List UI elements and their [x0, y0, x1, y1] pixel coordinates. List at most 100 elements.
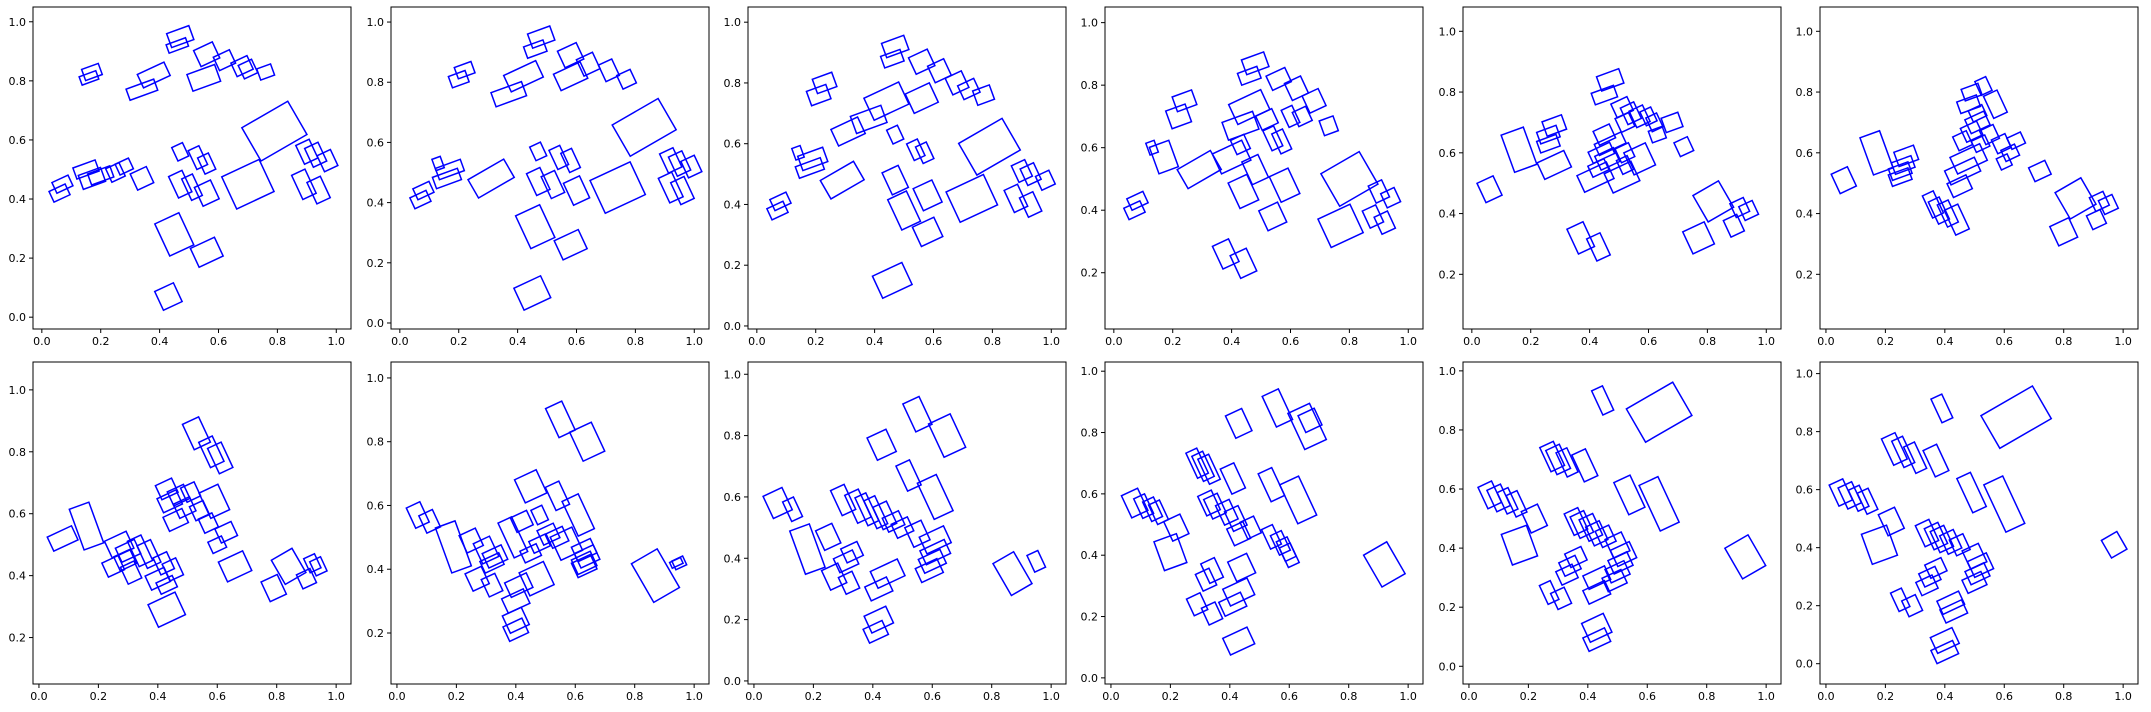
data-rect [481, 543, 509, 570]
data-rect [1496, 486, 1519, 516]
data-rect [1257, 466, 1286, 503]
data-rect [417, 508, 442, 535]
data-rect [957, 117, 1022, 177]
x-tick-label: 0.2 [805, 690, 823, 703]
x-tick-label: 0.2 [450, 335, 468, 348]
data-rect [1722, 213, 1746, 239]
data-rect [1162, 513, 1190, 543]
data-rect [270, 547, 307, 586]
x-tick-label: 0.8 [268, 690, 286, 703]
x-tick-label: 1.0 [1042, 690, 1060, 703]
data-rect [914, 141, 935, 165]
data-rect [611, 97, 678, 158]
data-rect [1261, 387, 1294, 428]
x-tick-label: 0.0 [1460, 690, 1478, 703]
data-rect [1132, 492, 1155, 520]
data-rect [547, 144, 570, 171]
rect-group [1120, 387, 1407, 657]
data-rect [794, 156, 826, 180]
data-rect [509, 509, 535, 534]
data-rect [1240, 153, 1270, 186]
data-rect [971, 83, 996, 107]
axes-frame [390, 6, 710, 330]
x-tick-label: 0.6 [1282, 335, 1300, 348]
y-tick-label: 0.2 [1439, 268, 1457, 281]
y-tick-label: 0.8 [1081, 427, 1099, 440]
data-rect [2005, 131, 2027, 151]
data-rect [911, 216, 944, 248]
data-rect [447, 69, 471, 89]
data-rect [894, 458, 923, 493]
data-rect [1890, 435, 1916, 469]
data-rect [879, 48, 906, 69]
data-rect [1927, 196, 1951, 226]
data-rect [1229, 133, 1252, 156]
x-tick-label: 0.6 [568, 335, 586, 348]
y-tick-label: 0.6 [1081, 488, 1099, 501]
data-rect [1211, 237, 1241, 271]
data-rect [1120, 487, 1149, 519]
data-rect [552, 60, 589, 92]
data-rect [431, 167, 463, 190]
data-rect [197, 511, 220, 535]
x-tick-label: 0.6 [924, 690, 942, 703]
data-rect [956, 77, 982, 101]
x-tick-label: 0.6 [209, 690, 227, 703]
data-rect [114, 157, 135, 176]
data-rect [1297, 407, 1323, 434]
axes-frame [32, 6, 352, 330]
data-rect [1239, 515, 1263, 541]
data-rect [1592, 122, 1617, 147]
x-tick-label: 1.0 [2114, 335, 2132, 348]
data-rect [1581, 579, 1612, 606]
axes-frame [1462, 6, 1782, 330]
data-rect [502, 59, 545, 93]
data-rect [466, 158, 516, 200]
x-tick-label: 0.6 [1639, 690, 1657, 703]
data-rect [1594, 524, 1618, 549]
x-tick-label: 0.4 [509, 335, 527, 348]
y-tick-label: 0.4 [367, 563, 385, 576]
data-rect [1585, 231, 1612, 263]
data-rect [1628, 103, 1652, 129]
data-rect [464, 565, 491, 593]
data-rect [991, 550, 1034, 597]
data-rect [819, 160, 866, 200]
data-rect [615, 68, 638, 91]
data-rect [871, 261, 914, 300]
data-rect [1200, 600, 1224, 626]
data-rect [1196, 453, 1222, 486]
data-rect [408, 189, 432, 210]
data-rect [1565, 220, 1596, 255]
rect-group [765, 34, 1057, 300]
y-tick-label: 1.0 [367, 372, 385, 385]
x-tick-label: 1.0 [686, 335, 704, 348]
data-rect [1003, 183, 1029, 214]
data-rect [1581, 564, 1612, 591]
data-rect [100, 554, 126, 579]
x-tick-label: 0.4 [149, 690, 167, 703]
x-tick-label: 0.8 [269, 335, 287, 348]
x-tick-label: 0.4 [1579, 690, 1597, 703]
data-rect [2100, 530, 2128, 560]
data-rect [790, 144, 806, 162]
y-tick-label: 0.2 [367, 627, 385, 640]
data-rect [305, 175, 332, 205]
data-rect [871, 500, 898, 531]
rect-group [1476, 67, 1760, 263]
x-tick-label: 0.2 [448, 690, 466, 703]
data-rect [1723, 533, 1767, 580]
data-rect [212, 48, 237, 72]
data-rect [1960, 82, 1984, 102]
y-tick-label: 0.4 [367, 197, 385, 210]
x-tick-label: 0.0 [748, 335, 766, 348]
data-rect [1979, 384, 2053, 450]
data-rect [411, 180, 435, 201]
data-rect [528, 141, 548, 162]
y-tick-label: 1.0 [367, 16, 385, 29]
data-rect [237, 58, 259, 80]
data-rect [255, 62, 276, 82]
data-rect [1301, 87, 1328, 115]
data-rect [1283, 75, 1310, 102]
